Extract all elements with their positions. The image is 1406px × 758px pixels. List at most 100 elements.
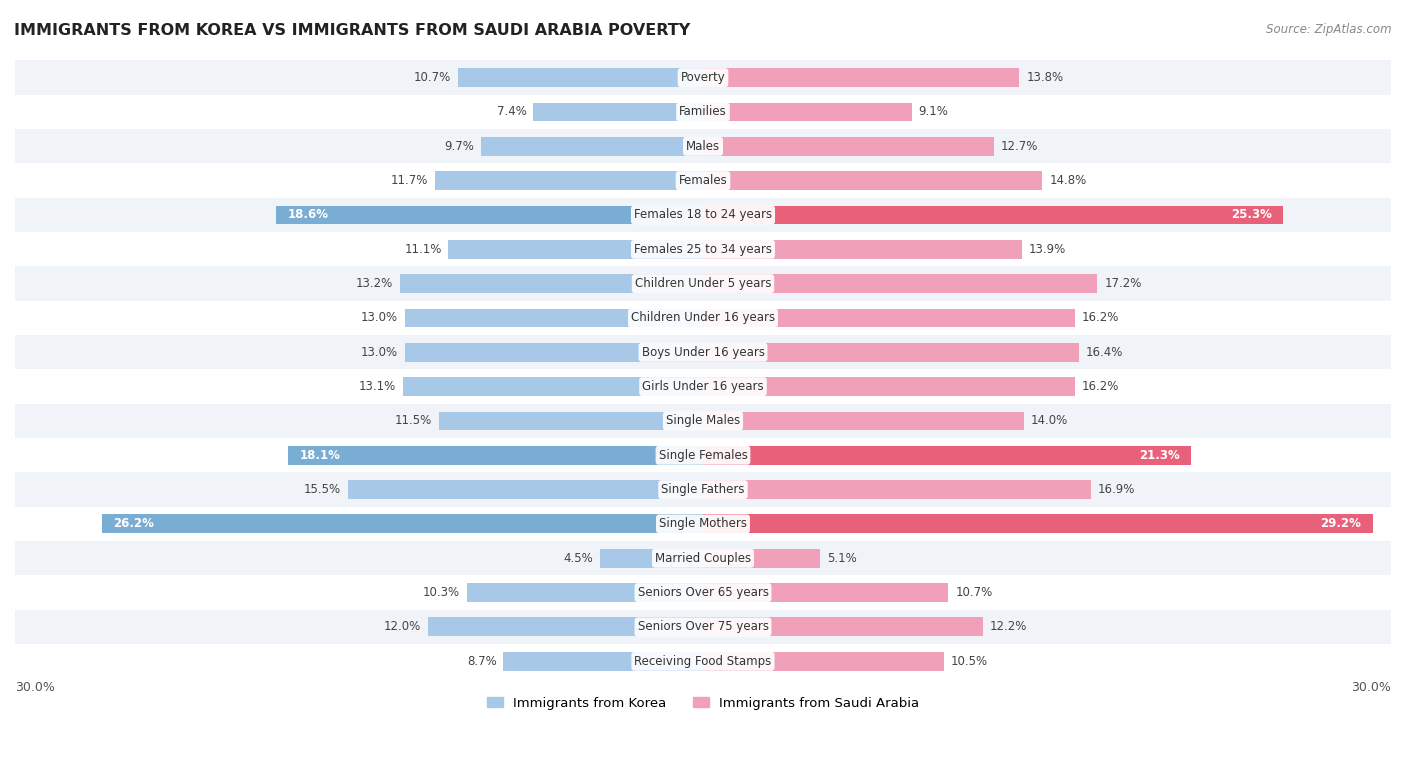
- Text: Males: Males: [686, 139, 720, 153]
- Bar: [703, 309, 1074, 327]
- Bar: [703, 137, 994, 155]
- Bar: [703, 652, 943, 671]
- Text: 25.3%: 25.3%: [1230, 208, 1272, 221]
- Text: 12.7%: 12.7%: [1001, 139, 1039, 153]
- Text: 16.9%: 16.9%: [1098, 483, 1135, 496]
- Text: Seniors Over 65 years: Seniors Over 65 years: [637, 586, 769, 599]
- Bar: [15, 232, 1391, 267]
- Text: 10.7%: 10.7%: [413, 71, 451, 84]
- Bar: [15, 644, 1391, 678]
- Text: 4.5%: 4.5%: [564, 552, 593, 565]
- Text: Single Fathers: Single Fathers: [661, 483, 745, 496]
- Text: 21.3%: 21.3%: [1139, 449, 1180, 462]
- Bar: [703, 446, 1191, 465]
- Bar: [533, 102, 703, 121]
- Text: 29.2%: 29.2%: [1320, 518, 1361, 531]
- Bar: [15, 301, 1391, 335]
- Text: 17.2%: 17.2%: [1104, 277, 1142, 290]
- Bar: [703, 205, 1284, 224]
- Bar: [15, 472, 1391, 507]
- Text: 11.5%: 11.5%: [395, 415, 433, 428]
- Bar: [15, 164, 1391, 198]
- Bar: [405, 309, 703, 327]
- Text: 8.7%: 8.7%: [467, 655, 496, 668]
- Bar: [15, 335, 1391, 369]
- Bar: [15, 61, 1391, 95]
- Bar: [427, 618, 703, 637]
- Bar: [15, 267, 1391, 301]
- Bar: [15, 129, 1391, 164]
- Text: Married Couples: Married Couples: [655, 552, 751, 565]
- Bar: [703, 618, 983, 637]
- Bar: [703, 549, 820, 568]
- Text: 9.1%: 9.1%: [918, 105, 949, 118]
- Text: Children Under 5 years: Children Under 5 years: [634, 277, 772, 290]
- Bar: [703, 171, 1042, 190]
- Text: 30.0%: 30.0%: [15, 681, 55, 694]
- Bar: [503, 652, 703, 671]
- Bar: [703, 583, 949, 602]
- Text: Girls Under 16 years: Girls Under 16 years: [643, 380, 763, 393]
- Bar: [15, 609, 1391, 644]
- Text: 10.3%: 10.3%: [423, 586, 460, 599]
- Text: 13.9%: 13.9%: [1029, 243, 1066, 255]
- Bar: [703, 102, 911, 121]
- Text: Families: Families: [679, 105, 727, 118]
- Text: Children Under 16 years: Children Under 16 years: [631, 312, 775, 324]
- Bar: [703, 274, 1098, 293]
- Text: 16.2%: 16.2%: [1081, 312, 1119, 324]
- Text: 12.0%: 12.0%: [384, 621, 420, 634]
- Bar: [703, 343, 1080, 362]
- Text: Single Mothers: Single Mothers: [659, 518, 747, 531]
- Bar: [402, 377, 703, 396]
- Text: 11.1%: 11.1%: [404, 243, 441, 255]
- Bar: [600, 549, 703, 568]
- Text: 14.0%: 14.0%: [1031, 415, 1069, 428]
- Text: Females: Females: [679, 174, 727, 187]
- Legend: Immigrants from Korea, Immigrants from Saudi Arabia: Immigrants from Korea, Immigrants from S…: [481, 691, 925, 715]
- Bar: [15, 507, 1391, 541]
- Bar: [288, 446, 703, 465]
- Bar: [703, 515, 1372, 534]
- Bar: [449, 240, 703, 258]
- Bar: [347, 480, 703, 499]
- Text: 18.6%: 18.6%: [288, 208, 329, 221]
- Text: 7.4%: 7.4%: [496, 105, 526, 118]
- Text: 11.7%: 11.7%: [391, 174, 427, 187]
- Text: 30.0%: 30.0%: [1351, 681, 1391, 694]
- Text: Females 18 to 24 years: Females 18 to 24 years: [634, 208, 772, 221]
- Text: 13.0%: 13.0%: [361, 346, 398, 359]
- Text: 15.5%: 15.5%: [304, 483, 340, 496]
- Bar: [15, 369, 1391, 404]
- Text: Boys Under 16 years: Boys Under 16 years: [641, 346, 765, 359]
- Text: 16.2%: 16.2%: [1081, 380, 1119, 393]
- Text: 10.5%: 10.5%: [950, 655, 988, 668]
- Text: IMMIGRANTS FROM KOREA VS IMMIGRANTS FROM SAUDI ARABIA POVERTY: IMMIGRANTS FROM KOREA VS IMMIGRANTS FROM…: [14, 23, 690, 38]
- Bar: [15, 95, 1391, 129]
- Text: 5.1%: 5.1%: [827, 552, 856, 565]
- Text: 13.1%: 13.1%: [359, 380, 395, 393]
- Bar: [15, 541, 1391, 575]
- Bar: [15, 404, 1391, 438]
- Bar: [15, 438, 1391, 472]
- Bar: [401, 274, 703, 293]
- Bar: [405, 343, 703, 362]
- Text: Single Males: Single Males: [666, 415, 740, 428]
- Bar: [703, 480, 1091, 499]
- Text: Seniors Over 75 years: Seniors Over 75 years: [637, 621, 769, 634]
- Bar: [467, 583, 703, 602]
- Bar: [277, 205, 703, 224]
- Bar: [703, 68, 1019, 87]
- Bar: [15, 575, 1391, 609]
- Bar: [15, 198, 1391, 232]
- Text: Single Females: Single Females: [658, 449, 748, 462]
- Bar: [703, 240, 1022, 258]
- Text: 13.0%: 13.0%: [361, 312, 398, 324]
- Text: 10.7%: 10.7%: [955, 586, 993, 599]
- Text: 13.2%: 13.2%: [356, 277, 394, 290]
- Bar: [457, 68, 703, 87]
- Text: 18.1%: 18.1%: [299, 449, 340, 462]
- Text: 13.8%: 13.8%: [1026, 71, 1063, 84]
- Text: Poverty: Poverty: [681, 71, 725, 84]
- Text: Source: ZipAtlas.com: Source: ZipAtlas.com: [1267, 23, 1392, 36]
